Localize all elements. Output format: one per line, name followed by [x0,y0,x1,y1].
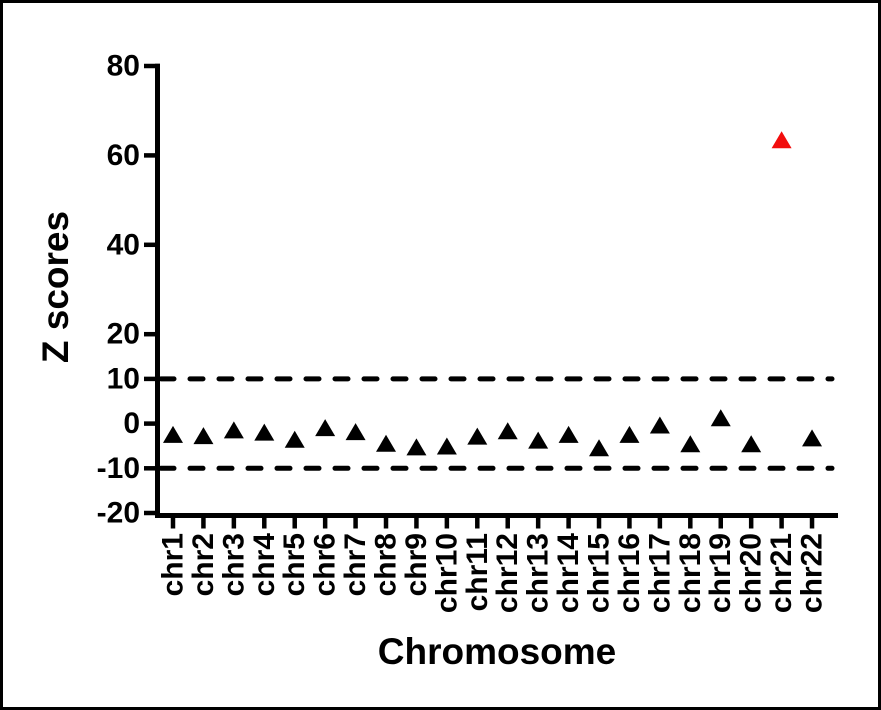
data-point-chr5 [284,430,305,448]
y-tick-label: 0 [123,407,140,440]
data-point-chr20 [741,435,762,453]
x-tick-label: chr15 [583,533,616,613]
data-point-chr19 [710,409,731,427]
data-point-chr14 [558,425,579,443]
x-tick-label: chr14 [552,533,585,613]
x-tick-label: chr4 [248,533,281,597]
data-point-chr13 [528,431,549,449]
data-point-chr15 [589,439,610,457]
data-point-chr1 [163,425,183,443]
y-tick-label: 20 [107,318,140,351]
x-tick-label: chr6 [309,533,342,596]
data-point-chr12 [497,422,518,440]
x-tick-label: chr12 [491,533,524,613]
data-point-chr6 [315,419,336,437]
x-tick-label: chr17 [643,533,676,613]
x-tick-label: chr20 [735,533,768,613]
x-tick-label: chr13 [522,533,555,613]
y-tick-label: 60 [107,139,140,172]
x-tick-label: chr8 [370,533,403,596]
y-tick-label: 80 [107,50,140,83]
y-axis-title: Z scores [35,210,76,364]
x-tick-label: chr7 [339,533,372,596]
x-tick-label: chr16 [613,533,646,613]
x-tick-label: chr10 [430,533,463,613]
data-point-chr8 [376,434,397,452]
y-tick-label: -10 [97,452,140,485]
data-point-chr17 [649,416,670,434]
x-tick-label: chr1 [157,533,190,596]
y-tick-label: 40 [107,228,140,261]
data-point-chr2 [193,427,214,445]
x-tick-label: chr3 [217,533,250,596]
x-axis-title: Chromosome [377,631,617,672]
x-tick-label: chr2 [187,533,220,596]
x-tick-label: chr18 [674,533,707,613]
x-tick-label: chr22 [796,533,829,613]
data-point-chr7 [345,423,366,441]
data-point-chr10 [436,437,457,455]
data-point-chr9 [406,438,427,456]
x-tick-label: chr19 [704,533,737,613]
y-tick-label: -20 [97,497,140,530]
data-point-chr11 [467,427,488,445]
data-point-chr4 [254,423,275,441]
data-point-chr18 [680,435,701,453]
x-tick-label: chr9 [400,533,433,596]
data-point-chr21 [771,131,792,149]
data-point-chr16 [619,425,640,443]
x-tick-label: chr21 [765,533,798,613]
x-tick-label: chr11 [461,533,494,611]
data-point-chr22 [802,429,823,447]
x-tick-label: chr5 [278,533,311,596]
y-tick-label: 10 [107,362,140,395]
data-point-chr3 [223,421,244,439]
